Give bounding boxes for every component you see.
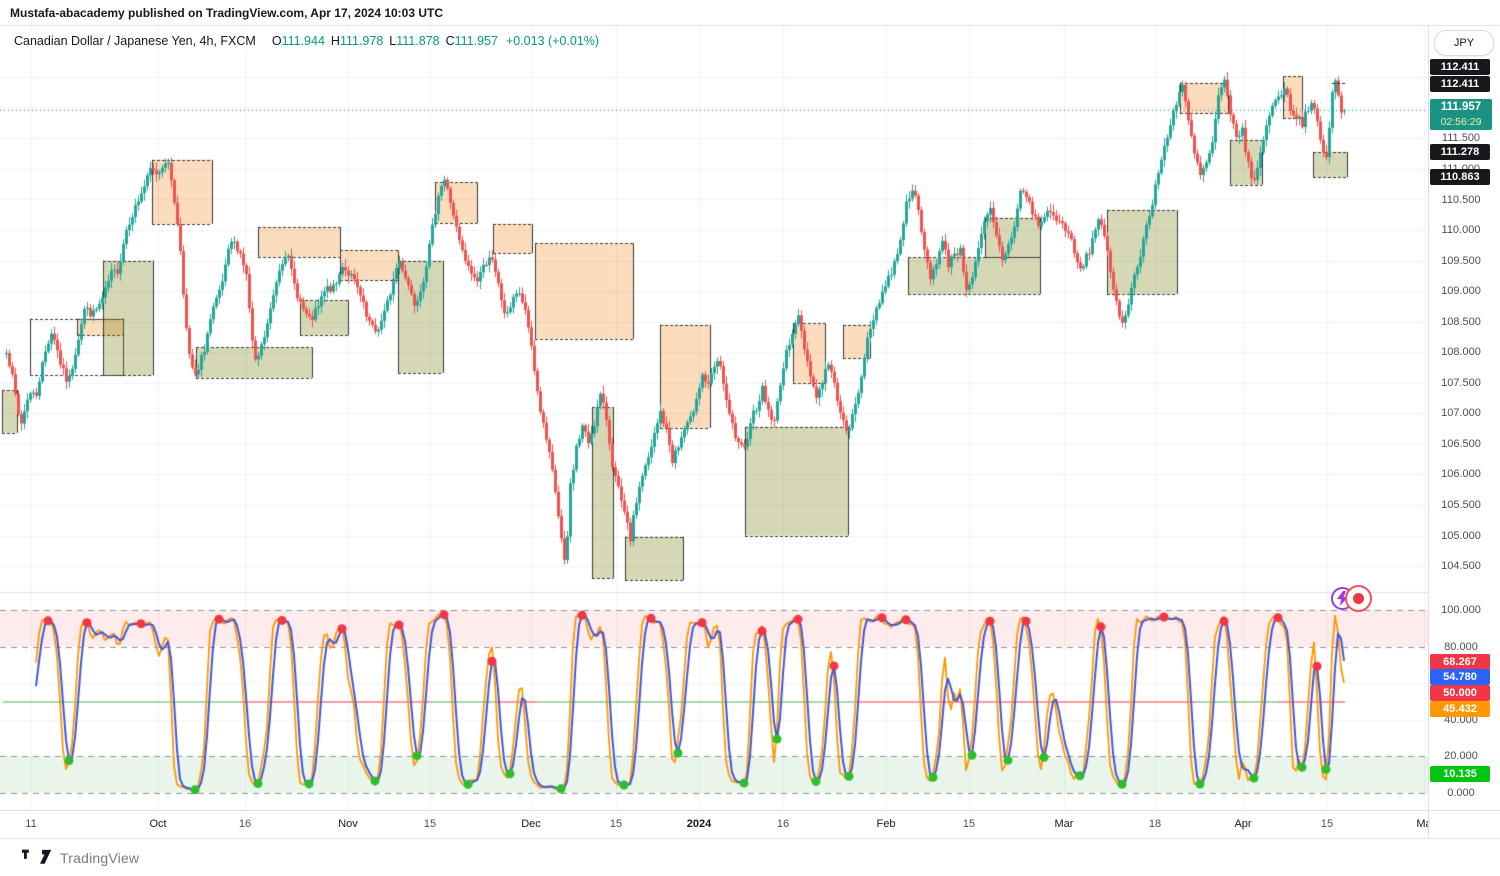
osc-value-badge: 45.432 — [1430, 701, 1490, 717]
tradingview-logo-glyph — [22, 849, 52, 864]
footer-bar: TradingView — [0, 838, 1500, 876]
attribution-text: Mustafa-abacademy published on TradingVi… — [10, 5, 444, 20]
time-tick-label: 15 — [1320, 818, 1334, 830]
price-tick-label: 106.000 — [1441, 468, 1481, 480]
price-level-badge: 110.863 — [1430, 169, 1490, 185]
time-tick-label: Ma — [1416, 818, 1428, 830]
change-value: +0.013 (+0.01%) — [505, 34, 600, 48]
close-value: 111.957 — [454, 34, 498, 48]
time-tick-label: 11 — [25, 818, 37, 830]
time-tick-label: Nov — [338, 818, 358, 830]
price-tick-label: 111.500 — [1441, 132, 1481, 144]
price-tick-label: 105.000 — [1441, 530, 1481, 542]
price-tick-label: 104.500 — [1441, 560, 1481, 572]
open-value: 111.944 — [281, 34, 325, 48]
attribution-bar: Mustafa-abacademy published on TradingVi… — [0, 0, 1500, 26]
time-tick-label: Oct — [149, 818, 167, 830]
time-tick-label: 15 — [423, 818, 437, 830]
bar-countdown: 02:56:29 — [1440, 116, 1482, 128]
time-tick-label: 15 — [609, 818, 623, 830]
time-tick-label: 18 — [1148, 818, 1162, 830]
time-tick-label: 15 — [962, 818, 976, 830]
osc-tick-label: 20.000 — [1444, 750, 1478, 762]
price-level-badge: 111.278 — [1430, 144, 1490, 160]
price-tick-label: 105.500 — [1441, 499, 1481, 511]
price-tick-label: 109.500 — [1441, 255, 1481, 267]
price-tick-label: 107.500 — [1441, 377, 1481, 389]
time-tick-label: Feb — [876, 818, 896, 830]
close-label: C — [445, 34, 455, 48]
tradingview-logo[interactable]: TradingView — [22, 849, 139, 866]
price-tick-label: 106.500 — [1441, 438, 1481, 450]
low-value: 111.878 — [396, 34, 440, 48]
time-tick-label: Dec — [521, 818, 541, 830]
low-label: L — [389, 34, 397, 48]
currency-toggle-button[interactable]: JPY — [1434, 30, 1494, 56]
chart-plot-area[interactable]: Canadian Dollar / Japanese Yen, 4h, FXCM… — [0, 26, 1428, 810]
osc-value-badge: 68.267 — [1430, 654, 1490, 670]
record-dot — [1353, 593, 1364, 604]
record-icon[interactable] — [1345, 585, 1372, 612]
osc-tick-label: 100.000 — [1441, 604, 1481, 616]
current-price: 111.957 — [1440, 101, 1482, 113]
osc-value-badge: 10.135 — [1430, 766, 1490, 782]
price-tick-label: 108.000 — [1441, 346, 1481, 358]
price-tick-label: 108.500 — [1441, 316, 1481, 328]
osc-tick-label: 40.000 — [1444, 714, 1478, 726]
time-tick-label: 16 — [776, 818, 790, 830]
price-level-badge: 112.411 — [1430, 76, 1490, 92]
price-tick-label: 110.500 — [1441, 194, 1481, 206]
high-label: H — [330, 34, 340, 48]
open-label: O — [271, 34, 282, 48]
time-axis[interactable]: 11 Oct 16 Nov 15 Dec 15 2024 16 Feb 15 Mar 18 Apr 15 Ma — [0, 810, 1428, 839]
osc-value-badge: 50.000 — [1430, 685, 1490, 701]
symbol-title: Canadian Dollar / Japanese Yen, 4h, FXCM — [14, 34, 256, 48]
osc-tick-label: 80.000 — [1444, 641, 1478, 653]
price-tick-label: 107.000 — [1441, 407, 1481, 419]
price-axis[interactable]: JPY 111.500111.000110.500110.000109.5001… — [1428, 26, 1500, 810]
lightning-glyph — [1337, 591, 1348, 606]
symbol-legend[interactable]: Canadian Dollar / Japanese Yen, 4h, FXCM… — [10, 32, 604, 50]
price-level-badge: 112.411 — [1430, 59, 1490, 75]
osc-value-badge: 54.780 — [1430, 669, 1490, 685]
time-tick-label: Mar — [1054, 818, 1074, 830]
current-price-badge: 111.957 02:56:29 — [1430, 99, 1492, 130]
price-tick-label: 109.000 — [1441, 285, 1481, 297]
osc-tick-label: 0.000 — [1447, 787, 1475, 799]
time-tick-label: 16 — [238, 818, 252, 830]
price-tick-label: 110.000 — [1441, 224, 1481, 236]
tradingview-wordmark[interactable]: TradingView — [60, 849, 140, 866]
axis-corner — [1428, 810, 1500, 838]
time-tick-label: Apr — [1234, 818, 1252, 830]
time-tick-label: 2024 — [686, 818, 712, 830]
price-chart-canvas[interactable] — [0, 26, 1428, 810]
high-value: 111.978 — [339, 34, 384, 48]
